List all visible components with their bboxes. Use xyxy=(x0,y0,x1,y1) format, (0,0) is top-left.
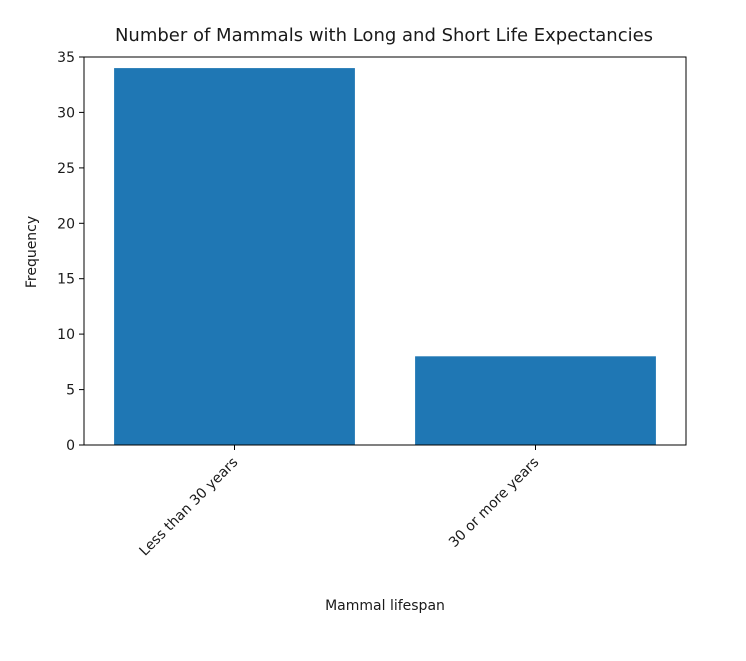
x-axis-label: Mammal lifespan xyxy=(325,598,445,614)
y-axis: 0 5 10 15 20 25 30 35 xyxy=(57,50,84,454)
chart-title: Number of Mammals with Long and Short Li… xyxy=(115,25,653,46)
y-tick-label: 25 xyxy=(57,161,75,177)
y-tick-label: 0 xyxy=(66,438,75,454)
plot-frame xyxy=(83,56,687,446)
x-tick-label: 30 or more years xyxy=(446,455,542,551)
bar-1 xyxy=(114,68,355,445)
bars xyxy=(114,68,656,445)
bar-2 xyxy=(415,356,656,445)
x-tick-label: Less than 30 years xyxy=(136,455,241,560)
x-axis: Less than 30 years 30 or more years xyxy=(136,445,542,559)
y-tick-label: 15 xyxy=(57,272,75,288)
y-tick-label: 20 xyxy=(57,216,75,232)
y-tick-label: 5 xyxy=(66,383,75,399)
y-axis-label: Frequency xyxy=(24,216,40,288)
y-tick-label: 35 xyxy=(57,50,75,66)
y-tick-label: 10 xyxy=(57,327,75,343)
y-tick-label: 30 xyxy=(57,105,75,121)
